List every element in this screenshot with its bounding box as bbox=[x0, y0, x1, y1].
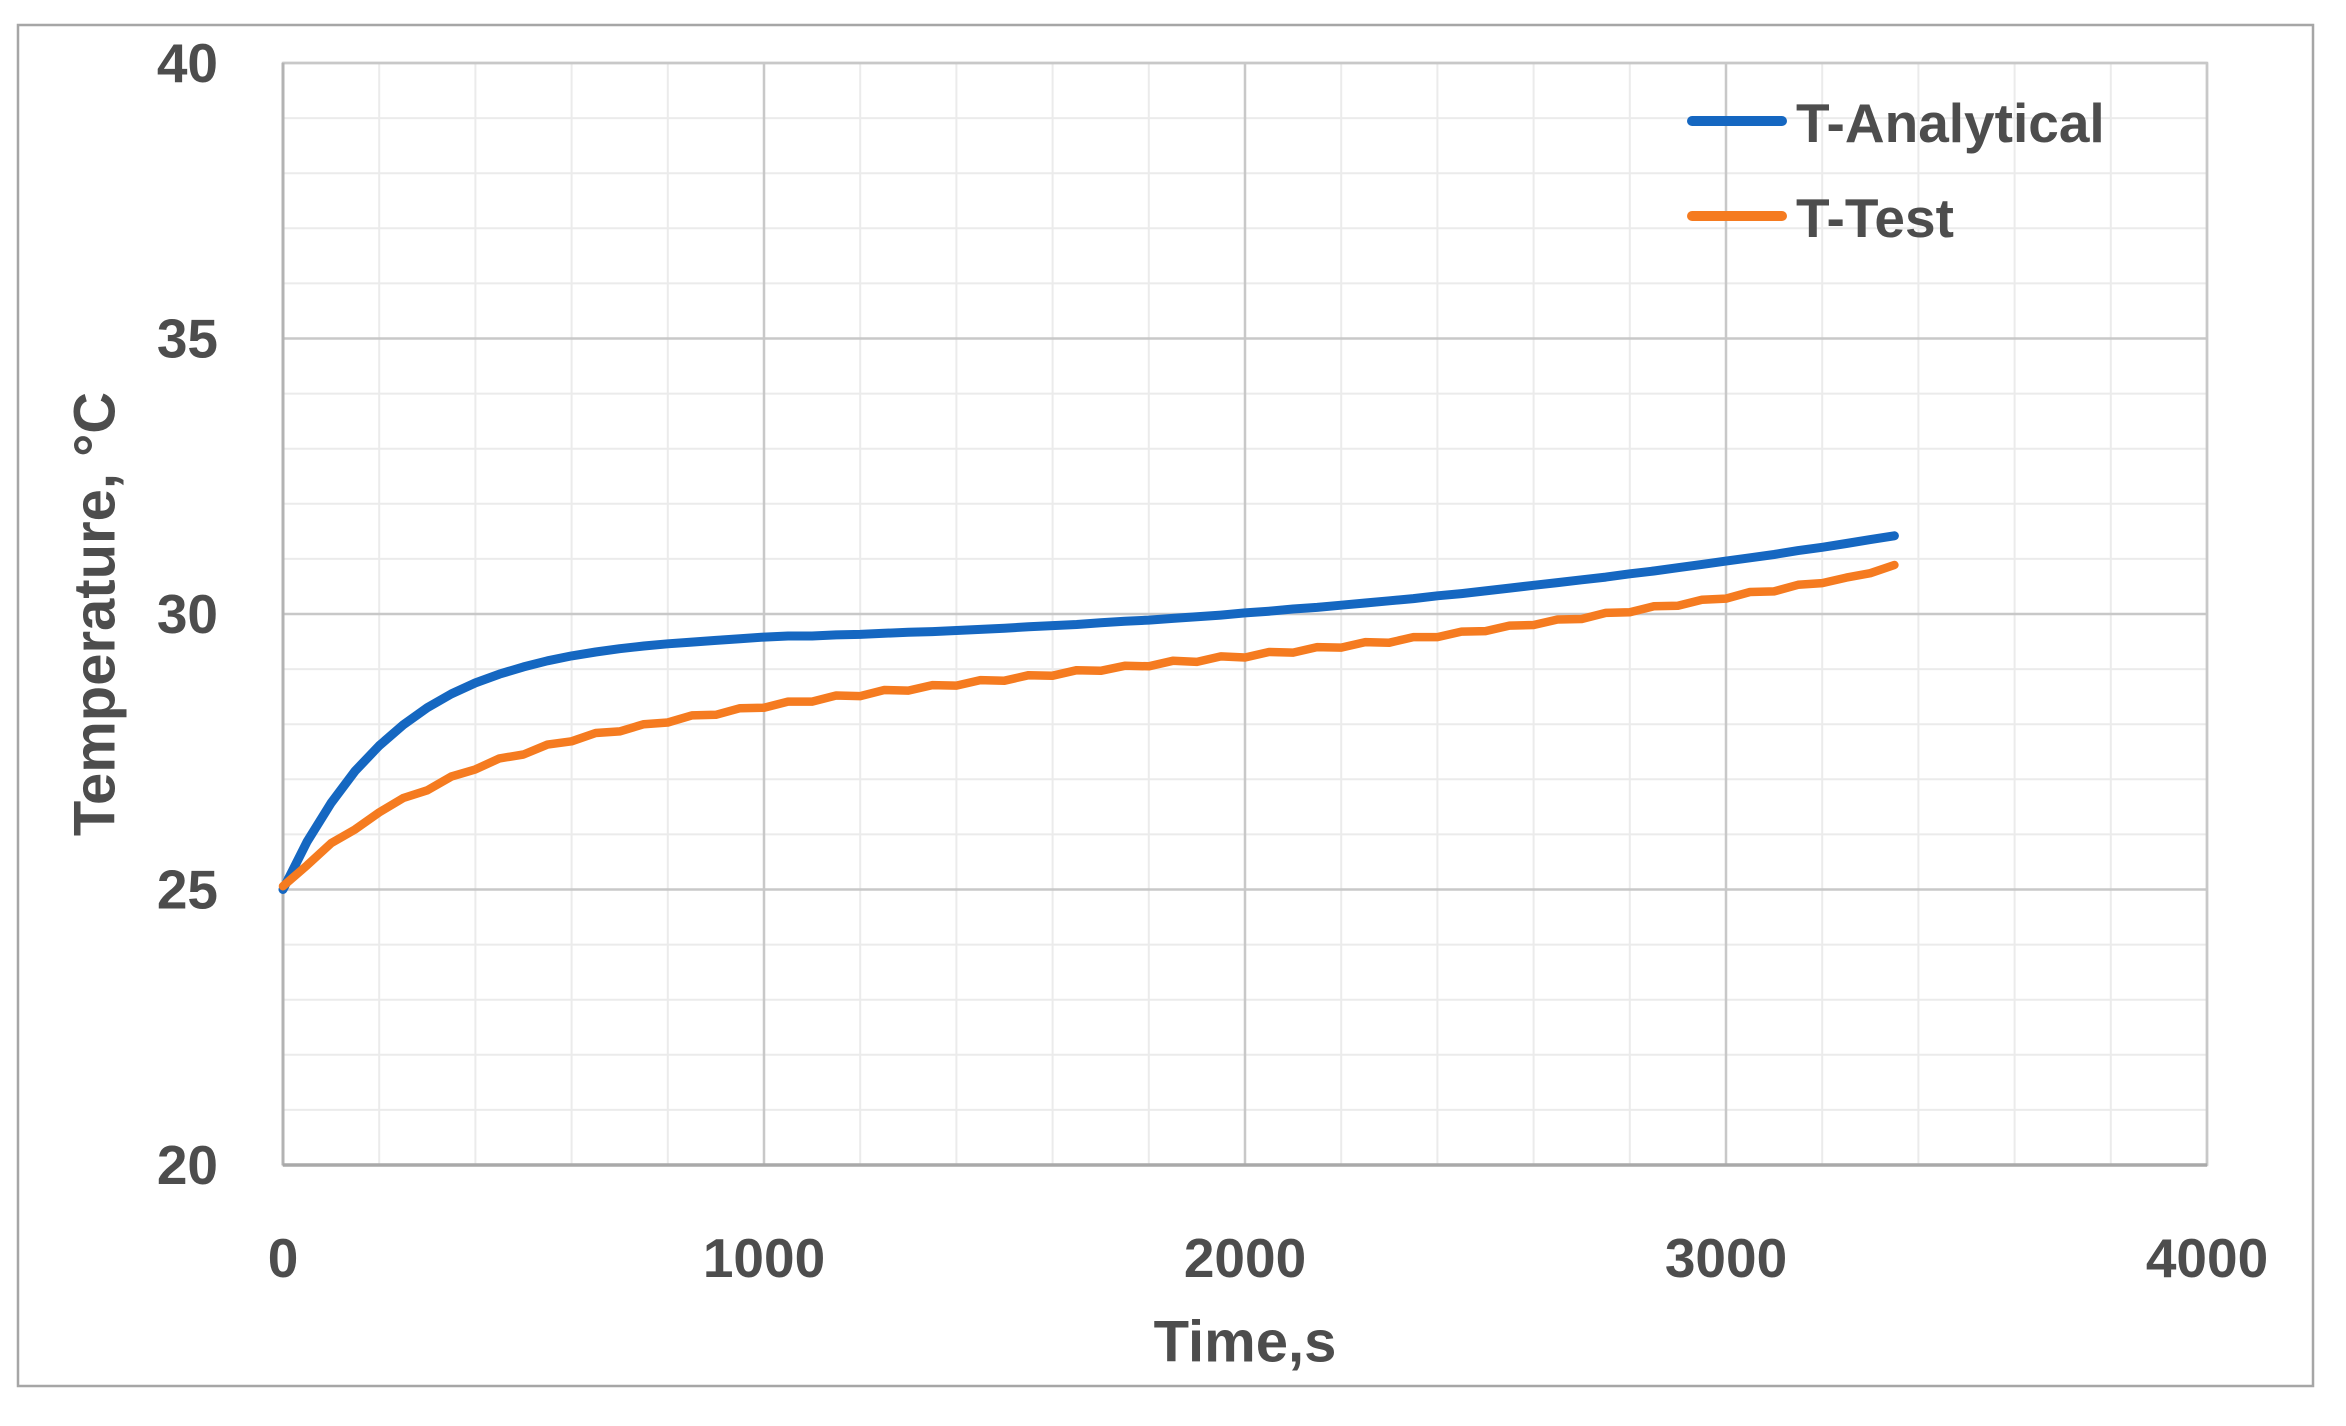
legend-item-test: T-Test bbox=[1687, 187, 1954, 249]
legend: T-Analytical T-Test bbox=[1687, 92, 2105, 249]
legend-label-analytical: T-Analytical bbox=[1796, 92, 2105, 154]
x-axis-title: Time,s bbox=[1154, 1310, 1337, 1375]
y-axis-tick-labels: 20 25 30 35 40 bbox=[157, 32, 218, 1196]
series-line-test bbox=[278, 560, 1899, 891]
series-line-analytical bbox=[278, 531, 1899, 894]
x-tick-label: 4000 bbox=[2146, 1227, 2268, 1289]
y-tick-label: 35 bbox=[157, 308, 218, 370]
y-tick-label: 20 bbox=[157, 1134, 218, 1196]
x-tick-label: 0 bbox=[268, 1227, 299, 1289]
y-tick-label: 25 bbox=[157, 859, 218, 921]
y-tick-label: 40 bbox=[157, 32, 218, 94]
y-tick-label: 30 bbox=[157, 583, 218, 645]
legend-item-analytical: T-Analytical bbox=[1687, 92, 2105, 154]
plot-series bbox=[278, 531, 1899, 894]
chart-border bbox=[16, 23, 2315, 1388]
x-tick-label: 3000 bbox=[1665, 1227, 1787, 1289]
x-tick-label: 2000 bbox=[1184, 1227, 1306, 1289]
x-axis-tick-labels: 0 1000 2000 3000 4000 bbox=[268, 1227, 2268, 1289]
y-axis-title: Temperature, °C bbox=[63, 392, 128, 836]
x-tick-label: 1000 bbox=[703, 1227, 825, 1289]
legend-label-test: T-Test bbox=[1796, 187, 1954, 249]
